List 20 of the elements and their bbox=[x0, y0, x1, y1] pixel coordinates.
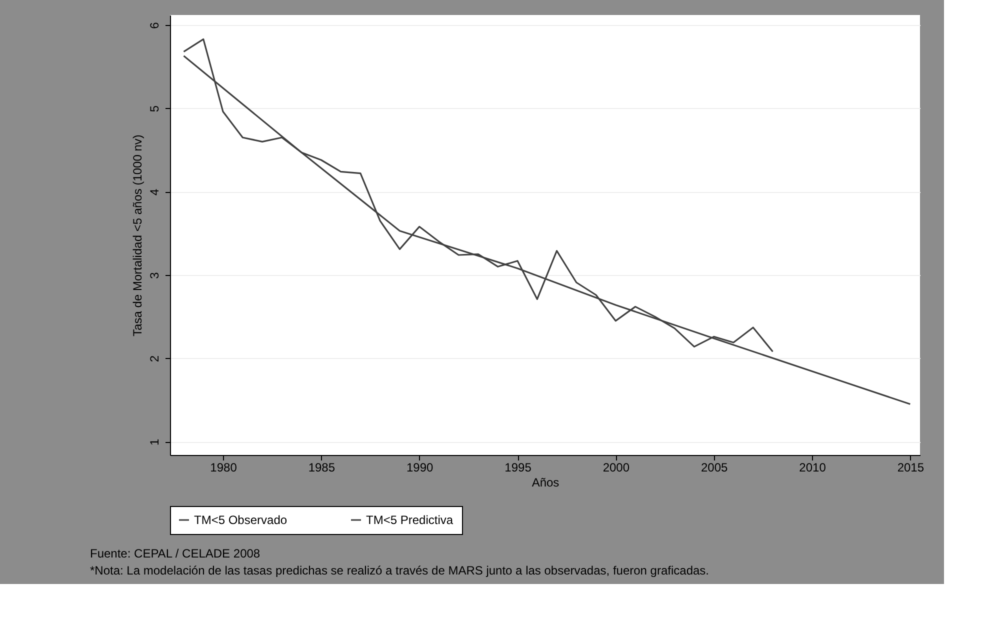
y-axis-title: Tasa de Mortalidad <5 años (1000 nv) bbox=[130, 134, 144, 336]
y-tick-label: 3 bbox=[148, 272, 162, 279]
x-tick-label: 2010 bbox=[799, 460, 826, 474]
x-tick-label: 1995 bbox=[504, 460, 532, 474]
x-axis-title: Años bbox=[532, 476, 560, 490]
y-tick-label: 2 bbox=[148, 355, 162, 362]
y-tick-label: 4 bbox=[148, 188, 162, 196]
x-tick-label: 2005 bbox=[700, 460, 728, 474]
y-tick-label: 5 bbox=[148, 105, 162, 112]
x-tick-label: 2000 bbox=[602, 460, 630, 474]
source-note: Fuente: CEPAL / CELADE 2008 bbox=[90, 546, 260, 560]
x-tick-label: 2015 bbox=[897, 460, 924, 474]
y-tick-label: 6 bbox=[148, 22, 162, 29]
y-tick-label: 1 bbox=[148, 438, 162, 446]
x-tick-label: 1985 bbox=[308, 460, 336, 474]
text: *Nota: La modelación de las tasas predichas se realizó a través de MARS junto a las observadas, fueron graficadas. bbox=[90, 564, 710, 578]
x-tick-label: 1990 bbox=[406, 460, 434, 474]
x-tick-label: 1980 bbox=[210, 460, 238, 474]
legend-label: TM<5 Predictiva bbox=[366, 513, 454, 527]
legend-label: TM<5 Observado bbox=[194, 513, 288, 527]
